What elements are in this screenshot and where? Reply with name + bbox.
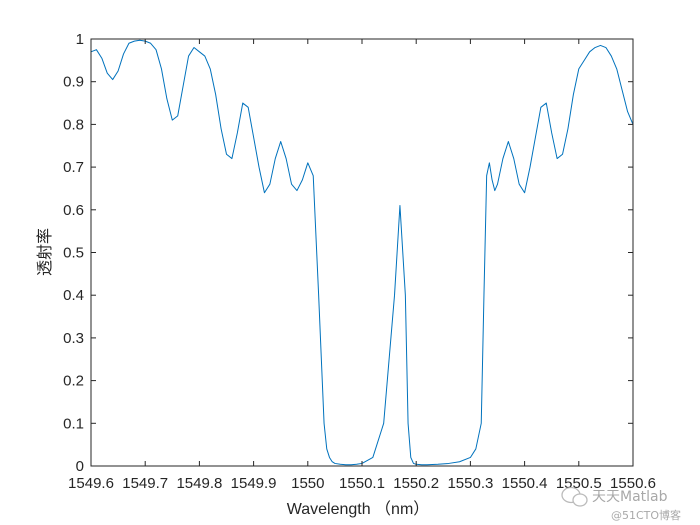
watermark: 天天Matlab @51CTO博客 [561, 486, 681, 522]
y-tick-label: 0 [76, 458, 84, 475]
y-tick-label: 0.9 [63, 74, 84, 91]
watermark-channel-name: 天天Matlab [592, 489, 668, 505]
y-tick-label: 0.2 [63, 373, 84, 390]
series-line-0 [90, 39, 634, 466]
y-tick-label: 0.8 [63, 116, 84, 133]
x-tick-label: 1549.6 [68, 475, 114, 492]
x-tick-label: 1550 [291, 475, 324, 492]
y-tick-label: 0.5 [63, 245, 84, 262]
x-tick-label: 1550.3 [447, 475, 493, 492]
y-tick-label: 0.4 [63, 287, 84, 304]
x-tick-label: 1550.1 [339, 475, 385, 492]
x-tick-label: 1549.7 [122, 475, 168, 492]
x-tick-label: 1550.6 [610, 475, 656, 492]
y-tick-label: 1 [76, 31, 84, 48]
x-tick-label: 1550.4 [502, 475, 548, 492]
y-tick-label: 0.1 [63, 415, 84, 432]
x-tick-label: 1549.8 [176, 475, 222, 492]
x-tick-label: 1550.2 [393, 475, 439, 492]
y-tick-label: 0.7 [63, 159, 84, 176]
y-tick-label: 0.3 [63, 330, 84, 347]
watermark-site-text: @51CTO博客 [611, 508, 681, 522]
y-axis-ticks: 0 0.1 0.2 0.3 0.4 0.5 0.6 0.7 0.8 0.9 1 [63, 31, 633, 475]
wechat-icon [561, 486, 588, 507]
x-axis-ticks: 1549.6 1549.7 1549.8 1549.9 1550 1550.1 1550.2… [68, 39, 656, 492]
y-tick-label: 0.6 [63, 202, 84, 219]
x-axis-label: Wavelength （nm） [287, 500, 430, 518]
x-tick-label: 1549.9 [231, 475, 277, 492]
y-axis-label: 透射率 [35, 228, 54, 276]
